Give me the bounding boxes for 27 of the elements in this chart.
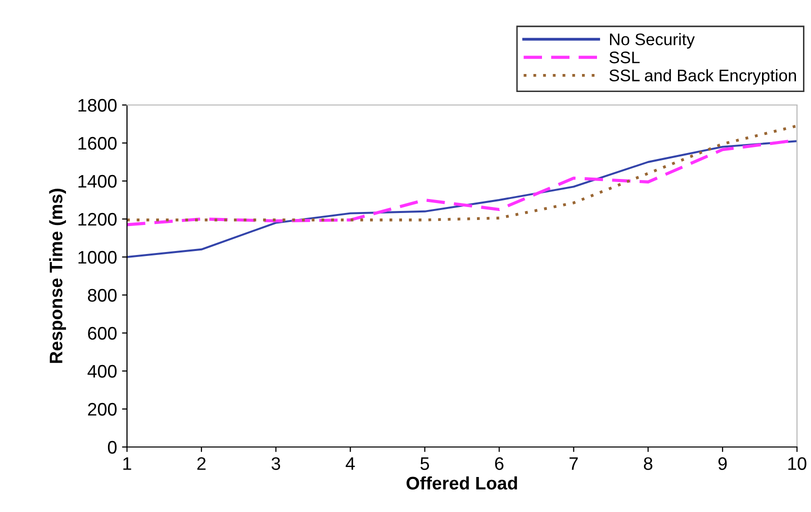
legend-label: SSL [609,52,640,64]
x-axis-title: Offered Load [406,476,517,490]
x-tick-label: 6 [495,457,504,470]
y-tick-label: 1200 [78,212,117,226]
y-tick-label: 1600 [78,136,117,150]
x-tick-label: 3 [272,457,280,470]
y-tick-label: 1000 [78,250,117,264]
x-tick-label: 10 [788,457,806,470]
y-tick-label: 1400 [78,174,117,188]
x-tick-label: 7 [570,457,578,470]
x-tick-label: 8 [644,457,652,470]
legend-label: No Security [610,33,695,49]
y-tick-label: 1800 [78,98,117,112]
x-tick-label: 1 [123,457,132,470]
y-tick-label: 200 [88,402,117,416]
y-tick-label: 600 [88,326,117,340]
x-tick-label: 9 [718,457,727,470]
x-tick-label: 4 [346,457,355,470]
y-tick-label: 0 [108,440,117,454]
line-series [127,140,797,258]
x-tick-label: 5 [420,457,430,470]
y-axis-title: Response Time (ms) [49,188,66,363]
y-tick-label: 800 [88,288,117,302]
x-tick-label: 2 [197,457,206,470]
y-tick-label: 400 [88,364,117,378]
legend-label: SSL and Back Encryption [609,69,796,85]
line-series [127,124,797,222]
